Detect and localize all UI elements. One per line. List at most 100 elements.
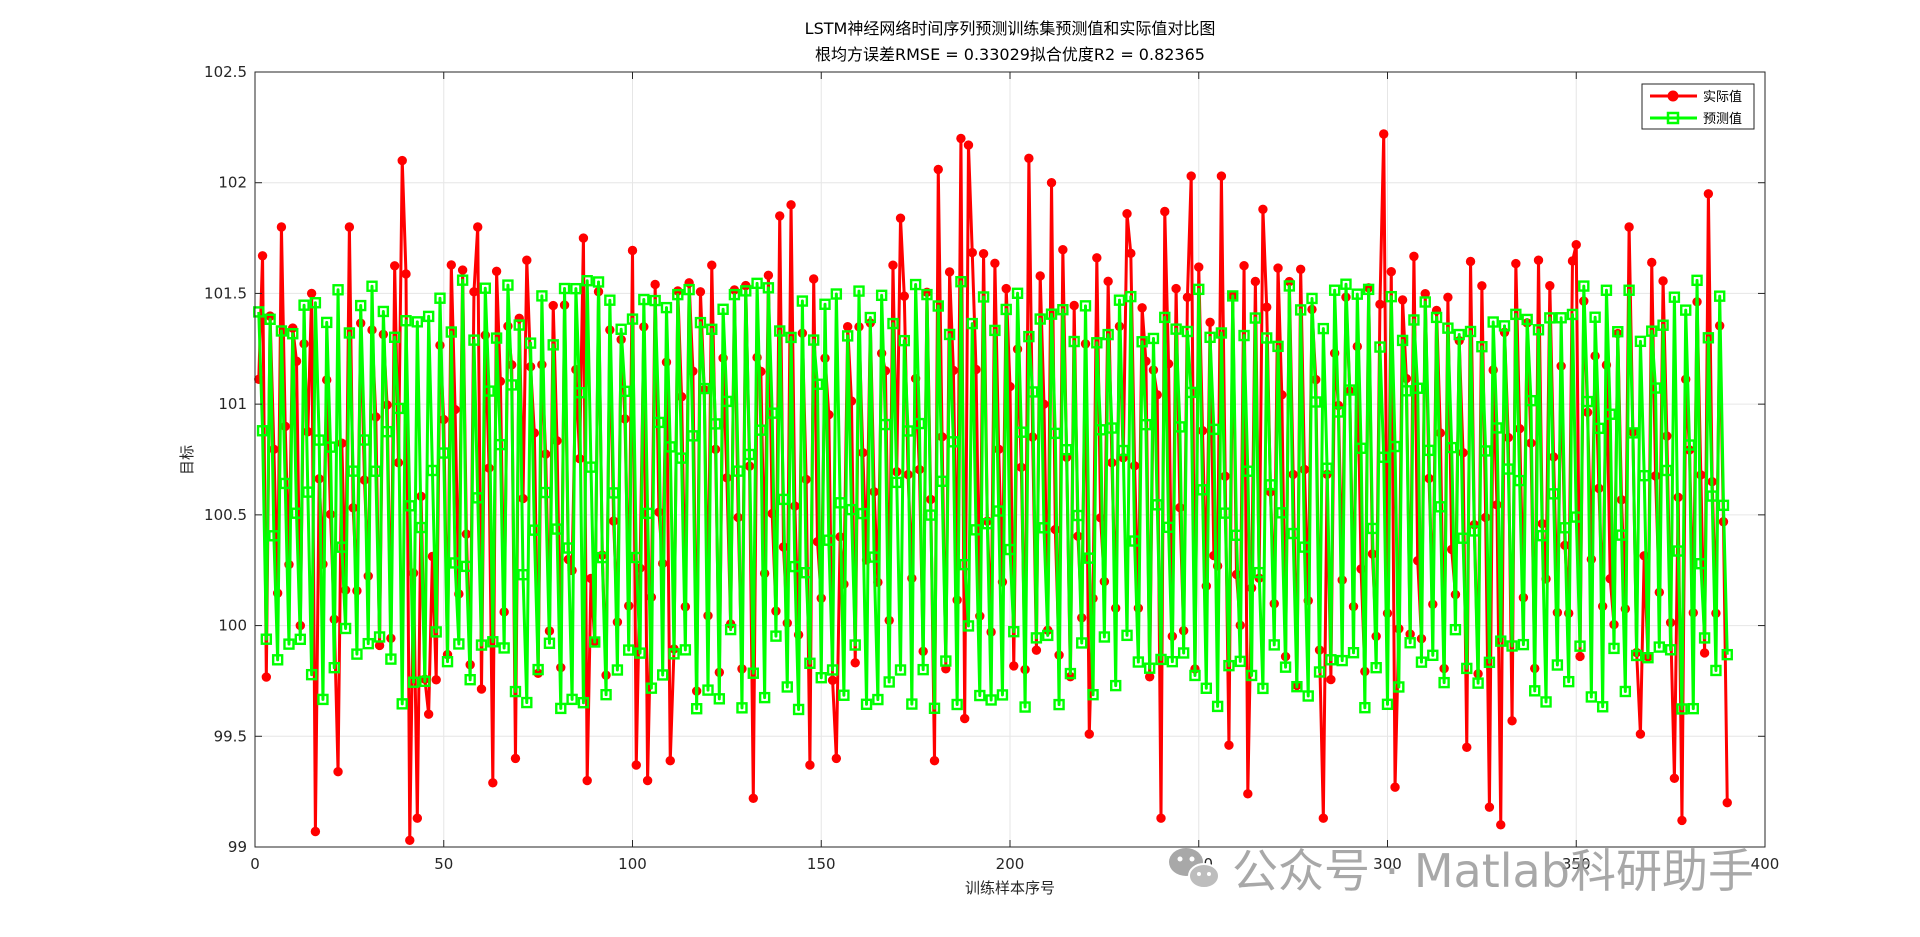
y-axis-label: 目标	[178, 445, 196, 475]
predicted-point	[596, 551, 608, 564]
actual-point	[1182, 292, 1193, 303]
actual-point	[899, 291, 909, 301]
predicted-point	[1211, 700, 1224, 713]
predicted-point	[1661, 464, 1673, 477]
actual-point	[967, 247, 977, 258]
predicted-point	[1011, 287, 1024, 300]
predicted-point	[638, 293, 650, 306]
y-tick-label: 99.5	[214, 727, 247, 745]
actual-point	[1156, 813, 1166, 823]
predicted-point	[1204, 331, 1216, 344]
actual-point	[933, 164, 943, 175]
predicted-point	[1313, 666, 1326, 678]
actual-point	[1194, 262, 1204, 272]
predicted-point	[1464, 325, 1477, 338]
predicted-point	[328, 661, 340, 674]
predicted-point	[713, 693, 726, 705]
predicted-point	[1200, 682, 1213, 694]
predicted-point	[1664, 644, 1677, 656]
predicted-point	[1517, 638, 1530, 651]
predicted-point	[573, 387, 586, 399]
predicted-point	[317, 693, 329, 706]
predicted-point	[298, 299, 310, 311]
predicted-point	[781, 681, 793, 693]
predicted-point	[1132, 656, 1145, 668]
predicted-point	[762, 282, 775, 294]
predicted-point	[1423, 444, 1435, 457]
actual-point	[473, 222, 483, 232]
predicted-point	[887, 317, 899, 330]
predicted-point	[1321, 462, 1333, 474]
predicted-point	[913, 417, 926, 430]
actual-point	[310, 826, 321, 837]
actual-point	[1722, 798, 1732, 808]
predicted-point	[1155, 653, 1167, 666]
predicted-point	[1630, 649, 1643, 662]
predicted-point	[1268, 639, 1280, 651]
actual-point	[1703, 189, 1714, 199]
predicted-point	[1570, 511, 1582, 523]
predicted-point	[1706, 490, 1718, 502]
predicted-point	[1234, 655, 1246, 668]
predicted-point	[724, 623, 737, 636]
actual-point	[642, 775, 653, 786]
predicted-point	[706, 323, 718, 336]
x-tick-label: 150	[807, 855, 836, 873]
actual-point	[491, 266, 502, 276]
predicted-point	[1253, 566, 1265, 579]
predicted-point	[555, 702, 567, 715]
predicted-point	[1276, 507, 1288, 519]
predicted-point	[1491, 422, 1503, 434]
predicted-point	[634, 647, 646, 659]
predicted-point	[943, 328, 956, 341]
actual-point	[805, 760, 815, 770]
predicted-point	[668, 648, 680, 660]
predicted-point	[494, 438, 507, 451]
predicted-point	[1370, 661, 1382, 674]
predicted-point	[1245, 669, 1258, 682]
predicted-point	[1442, 322, 1454, 334]
actual-point	[990, 258, 1000, 269]
predicted-point	[838, 689, 850, 701]
predicted-point	[962, 620, 975, 632]
predicted-point	[1294, 304, 1307, 316]
predicted-point	[1064, 667, 1077, 680]
predicted-point	[1287, 527, 1299, 540]
predicted-point	[1427, 649, 1439, 662]
predicted-point	[260, 633, 273, 645]
x-tick-label: 100	[618, 855, 647, 873]
y-tick-label: 101	[218, 395, 247, 413]
predicted-point	[766, 407, 778, 419]
predicted-point	[755, 424, 767, 436]
predicted-point	[921, 288, 933, 301]
actual-point	[1216, 171, 1227, 181]
series-layer	[253, 129, 1733, 846]
predicted-point	[558, 282, 571, 295]
actual-point	[748, 793, 758, 803]
predicted-point	[592, 276, 605, 288]
predicted-point	[841, 330, 854, 342]
predicted-point	[1589, 311, 1601, 323]
predicted-point	[1634, 335, 1647, 348]
chart-subtitle: 根均方误差RMSE = 0.33029拟合优度R2 = 0.82365	[815, 45, 1205, 64]
actual-point	[1224, 740, 1234, 750]
predicted-point	[1468, 525, 1481, 537]
y-tick-label: 102	[218, 174, 247, 192]
predicted-point	[1506, 640, 1518, 652]
y-tick-labels: 99 99.5 100 100.5 101 101.5 102 102.5	[204, 63, 247, 856]
actual-point	[929, 755, 940, 766]
predicted-point	[343, 327, 356, 339]
predicted-point	[849, 639, 861, 651]
actual-point	[1160, 206, 1170, 217]
predicted-point	[1242, 465, 1254, 477]
actual-point	[1009, 661, 1019, 671]
actual-point	[1658, 276, 1668, 286]
predicted-point	[925, 509, 937, 521]
predicted-point	[1483, 656, 1496, 669]
predicted-point	[411, 316, 424, 328]
predicted-point	[1015, 426, 1028, 438]
predicted-point	[1476, 341, 1488, 353]
predicted-point	[502, 279, 514, 291]
actual-point	[257, 251, 268, 261]
